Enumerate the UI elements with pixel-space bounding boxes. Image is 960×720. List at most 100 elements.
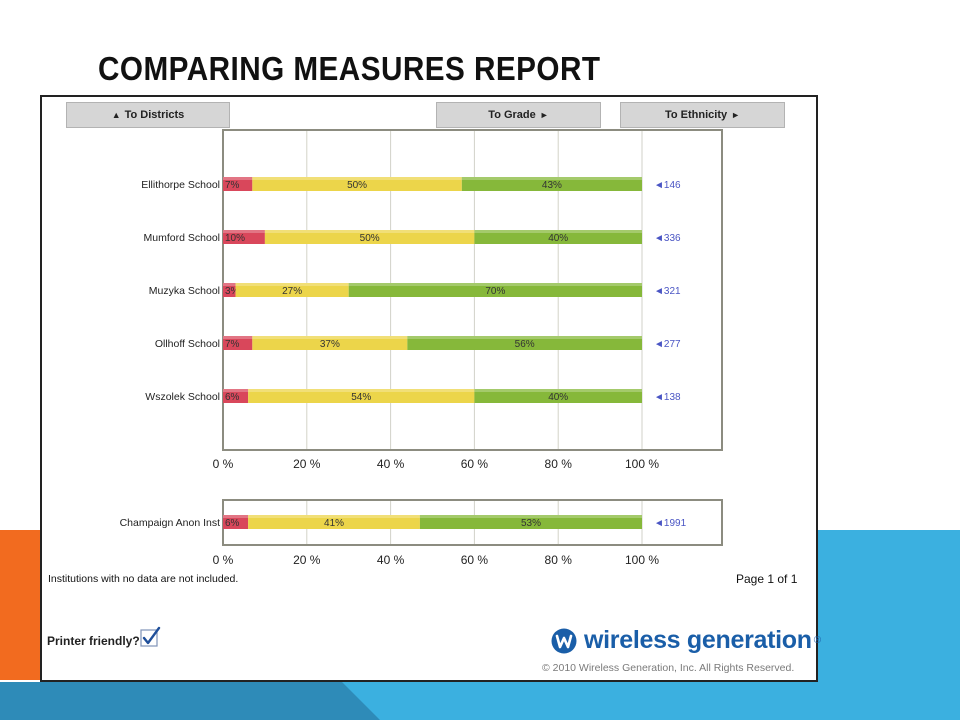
count-link: ◄138: [654, 392, 681, 403]
data-label: 56%: [515, 339, 535, 350]
data-label: 43%: [542, 180, 562, 191]
bar-segment-highlight: [223, 283, 236, 286]
bar-segment: [223, 230, 265, 244]
data-label: 6%: [225, 392, 240, 403]
data-label: 50%: [360, 233, 380, 244]
x-tick-label: 40 %: [377, 457, 405, 471]
bar-segment-highlight: [461, 177, 642, 180]
footnote: Institutions with no data are not includ…: [48, 573, 239, 585]
bar-segment-highlight: [223, 515, 249, 518]
to-ethnicity-button[interactable]: To Ethnicity ►: [620, 102, 785, 128]
x-tick-label: 40 %: [377, 553, 405, 567]
to-grade-label: To Grade: [488, 109, 536, 121]
bar-segment: [419, 515, 642, 529]
bar-segment-highlight: [264, 230, 475, 233]
x-tick-label: 100 %: [625, 457, 659, 471]
data-label: 7%: [225, 180, 240, 191]
bar-segment: [461, 177, 642, 191]
count-link: ◄336: [654, 233, 681, 244]
x-tick-label: 20 %: [293, 553, 321, 567]
data-label: 40%: [548, 233, 568, 244]
category-label: Ellithorpe School: [141, 179, 220, 191]
to-grade-button[interactable]: To Grade ►: [436, 102, 601, 128]
data-label: 27%: [282, 286, 302, 297]
bar-segment-highlight: [252, 177, 462, 180]
to-ethnicity-label: To Ethnicity: [664, 109, 728, 121]
bar-segment: [223, 283, 236, 297]
copyright-text: © 2010 Wireless Generation, Inc. All Rig…: [542, 662, 795, 674]
bar-segment: [474, 230, 642, 244]
bar-segment: [223, 177, 253, 191]
count-link: ◄277: [654, 339, 681, 350]
count-link: ◄1991: [654, 518, 687, 529]
bar-segment-highlight: [248, 389, 475, 392]
bar-segment-highlight: [474, 230, 642, 233]
x-tick-label: 80 %: [545, 553, 573, 567]
bar-segment-highlight: [348, 283, 642, 286]
bar-segment-highlight: [223, 177, 253, 180]
count-link: ◄146: [654, 180, 681, 191]
category-label: Mumford School: [144, 232, 220, 244]
x-tick-label: 60 %: [461, 553, 489, 567]
bar-segment: [223, 389, 249, 403]
printer-friendly-label: Printer friendly?: [47, 634, 140, 648]
bar-segment-highlight: [419, 515, 642, 518]
data-label: 37%: [320, 339, 340, 350]
bar-segment: [474, 389, 642, 403]
wireless-generation-logo: wireless generation ®: [550, 626, 821, 655]
x-tick-label: 0 %: [213, 457, 234, 471]
data-label: 41%: [324, 518, 344, 529]
data-label: 3%: [225, 286, 240, 297]
bar-segment: [264, 230, 475, 244]
category-label: Muzyka School: [149, 285, 220, 297]
bar-segment: [252, 177, 462, 191]
to-districts-label: To Districts: [124, 109, 185, 121]
data-label: 54%: [351, 392, 371, 403]
bar-segment: [252, 336, 408, 350]
bar-segment: [248, 389, 475, 403]
bar-segment-highlight: [223, 336, 253, 339]
dark-bottom-band: [0, 682, 380, 720]
bar-segment: [407, 336, 642, 350]
bar-segment: [223, 515, 249, 529]
right-triangle-icon: ►: [731, 110, 741, 120]
data-label: 10%: [225, 233, 245, 244]
orange-accent-block: [0, 530, 40, 680]
wireless-logo-icon: [551, 628, 577, 653]
bar-segment-highlight: [474, 389, 642, 392]
logo-text: wireless generation: [584, 626, 812, 654]
data-label: 40%: [548, 392, 568, 403]
printer-friendly-checkbox[interactable]: [140, 626, 162, 648]
bar-segment-highlight: [248, 515, 420, 518]
x-tick-label: 0 %: [213, 553, 234, 567]
bar-segment-highlight: [223, 230, 265, 233]
registered-mark: ®: [813, 635, 822, 646]
bar-segment: [248, 515, 420, 529]
page-indicator: Page 1 of 1: [736, 572, 798, 586]
x-tick-label: 100 %: [625, 553, 659, 567]
bar-segment: [235, 283, 349, 297]
data-label: 53%: [521, 518, 541, 529]
category-label: Ollhoff School: [155, 338, 220, 350]
data-label: 7%: [225, 339, 240, 350]
bar-segment-highlight: [235, 283, 349, 286]
data-label: 6%: [225, 518, 240, 529]
bar-segment-highlight: [252, 336, 408, 339]
bar-segment-highlight: [407, 336, 642, 339]
bar-segment: [348, 283, 642, 297]
x-tick-label: 20 %: [293, 457, 321, 471]
up-triangle-icon: ▲: [111, 110, 121, 120]
x-tick-label: 60 %: [461, 457, 489, 471]
data-label: 50%: [347, 180, 367, 191]
to-districts-button[interactable]: ▲ To Districts: [66, 102, 230, 128]
category-label: Champaign Anon Inst: [120, 517, 220, 529]
count-link: ◄321: [654, 286, 681, 297]
x-tick-label: 80 %: [545, 457, 573, 471]
bar-segment-highlight: [223, 389, 249, 392]
slide-title: COMPARING MEASURES REPORT: [98, 50, 601, 87]
right-triangle-icon: ►: [539, 110, 549, 120]
bar-segment: [223, 336, 253, 350]
data-label: 70%: [485, 286, 505, 297]
category-label: Wszolek School: [145, 391, 220, 403]
